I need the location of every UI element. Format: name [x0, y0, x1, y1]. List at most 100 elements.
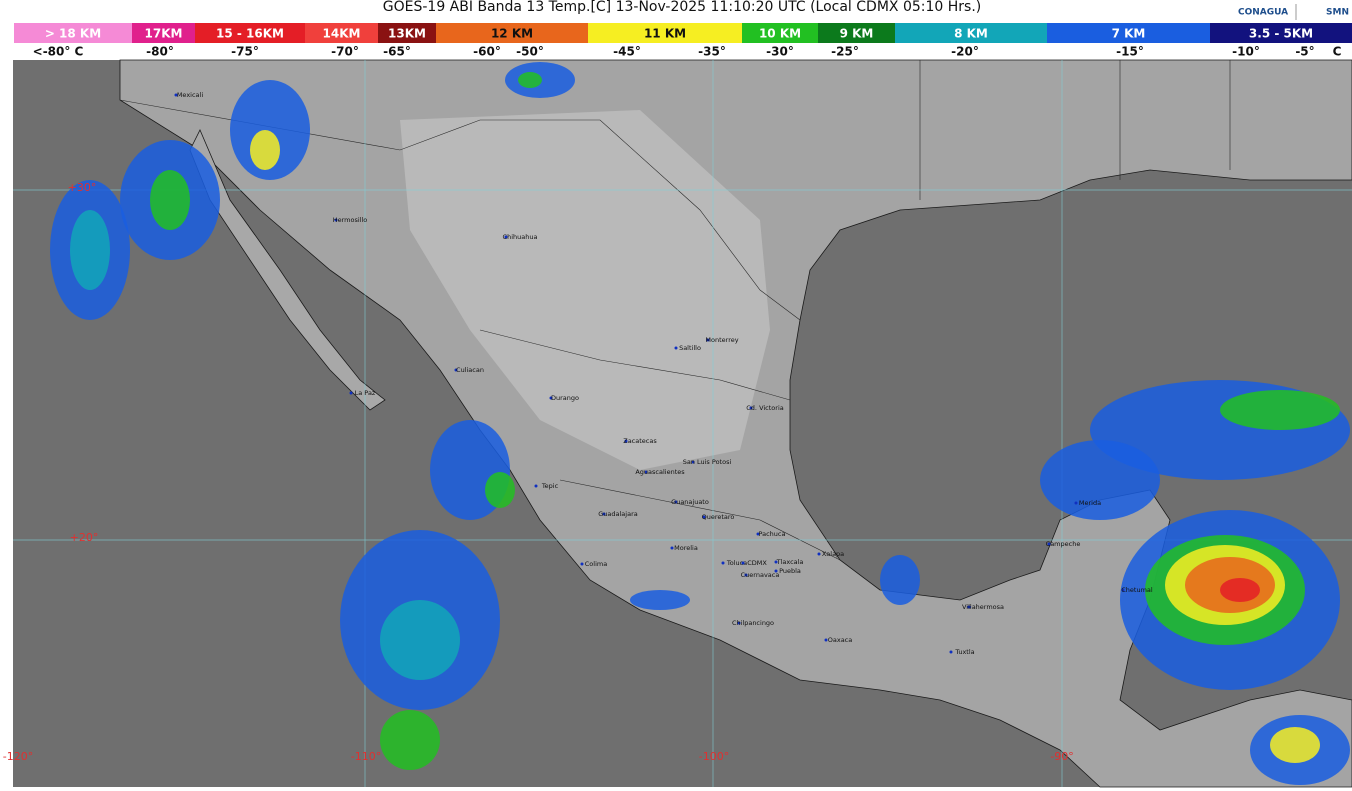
city-label: Merida	[1079, 499, 1101, 507]
color-bar-segment	[132, 23, 195, 43]
city-dot	[967, 605, 971, 609]
city-label: Tlaxcala	[776, 558, 804, 566]
temperature-label: -20°	[951, 45, 979, 59]
city-label: Colima	[585, 560, 607, 568]
temperature-label: -65°	[383, 45, 411, 59]
grid-label: -100°	[699, 750, 729, 763]
city-label: Aguascalientes	[635, 468, 685, 476]
city-label: Culiacan	[456, 366, 484, 374]
color-bar-segment	[14, 23, 132, 43]
color-bar-segment	[436, 23, 588, 43]
color-bar-segment	[378, 23, 436, 43]
cloud-top	[630, 590, 690, 610]
city-label: Xalapa	[822, 550, 844, 558]
city-label: La Paz	[355, 389, 376, 397]
logo-conagua: CONAGUA	[1238, 8, 1288, 18]
city-label: Campeche	[1046, 540, 1081, 548]
city-dot	[774, 560, 778, 564]
city-label: Chilpancingo	[732, 619, 774, 627]
cloud-top	[230, 80, 310, 180]
city-label: Puebla	[779, 567, 801, 575]
color-bar-label: 15 - 16KM	[216, 27, 284, 41]
grid-label: +30°	[68, 181, 97, 194]
logo-smn: SMN	[1326, 8, 1349, 18]
city-dot	[741, 561, 745, 565]
color-bar-segment	[818, 23, 895, 43]
cloud-top	[380, 710, 440, 770]
city-dot	[534, 484, 538, 488]
city-dot	[1074, 501, 1078, 505]
color-bar-label: 14KM	[323, 27, 361, 41]
color-bar-label: 12 KM	[491, 27, 533, 41]
color-bar-label: 3.5 - 5KM	[1249, 27, 1313, 41]
temperature-label: -10°	[1232, 45, 1260, 59]
city-label: Morelia	[674, 544, 698, 552]
color-bar-label: 8 KM	[954, 27, 988, 41]
color-bar-label: 10 KM	[759, 27, 801, 41]
city-dot	[602, 512, 606, 516]
color-bar-label: > 18 KM	[45, 27, 101, 41]
city-dot	[749, 406, 753, 410]
city-dot	[702, 515, 706, 519]
cloud-top	[1220, 390, 1340, 430]
borders	[119, 60, 1231, 561]
grid-label: +20°	[70, 531, 99, 544]
color-bar-segment	[742, 23, 818, 43]
cloud-top	[1040, 440, 1160, 520]
city-dot	[774, 569, 778, 573]
color-bar-label: 9 KM	[840, 27, 874, 41]
city-label: Tepic	[541, 482, 559, 490]
temperature-label: -50°	[516, 45, 544, 59]
city-label: Guadalajara	[598, 510, 637, 518]
cloud-top	[150, 170, 190, 230]
city-label: Chihuahua	[503, 233, 538, 241]
city-label: Hermosillo	[333, 216, 368, 224]
city-dot	[756, 532, 760, 536]
grid-label: -110°	[351, 750, 381, 763]
city-label: Oaxaca	[828, 636, 853, 644]
city-dot	[549, 396, 553, 400]
temperature-label: -25°	[831, 45, 859, 59]
city-label: Queretaro	[702, 513, 735, 521]
cloud-top	[1220, 578, 1260, 602]
city-label: Saltillo	[679, 344, 701, 352]
city-label: Tuxtla	[954, 648, 974, 656]
temperature-label: -75°	[231, 45, 259, 59]
temperature-label: -30°	[766, 45, 794, 59]
cloud-top	[1270, 727, 1320, 763]
cloud-top	[70, 210, 110, 290]
city-dot	[1121, 588, 1125, 592]
city-dot	[670, 546, 674, 550]
city-dot	[817, 552, 821, 556]
color-bar-label: 11 KM	[644, 27, 686, 41]
city-label: Monterrey	[705, 336, 738, 344]
cloud-tops	[50, 62, 1350, 785]
plateau	[400, 110, 770, 470]
city-dot	[824, 638, 828, 642]
temperature-label: <-80° C	[33, 45, 84, 59]
color-bar-label: 7 KM	[1112, 27, 1146, 41]
city-label: Villahermosa	[962, 603, 1004, 611]
city-label: CDMX	[747, 559, 767, 567]
temperature-label: -5°	[1295, 45, 1314, 59]
temperature-label: -15°	[1116, 45, 1144, 59]
city-dot	[454, 368, 458, 372]
temperature-label: -45°	[613, 45, 641, 59]
grid-label: -120°	[3, 750, 33, 763]
city-dot	[504, 235, 508, 239]
color-bar-segment	[895, 23, 1047, 43]
cloud-top	[380, 600, 460, 680]
city-dot	[580, 562, 584, 566]
color-bar-segment	[195, 23, 305, 43]
city-dot	[691, 460, 695, 464]
city-label: Pachuca	[759, 530, 786, 538]
city-label: Guanajuato	[671, 498, 709, 506]
city-dot	[174, 93, 178, 97]
temperature-label: -70°	[331, 45, 359, 59]
color-bar-segment	[1047, 23, 1210, 43]
city-dot	[737, 621, 741, 625]
cloud-top	[485, 472, 515, 508]
temperature-label: -80°	[146, 45, 174, 59]
color-bar-segment	[305, 23, 378, 43]
